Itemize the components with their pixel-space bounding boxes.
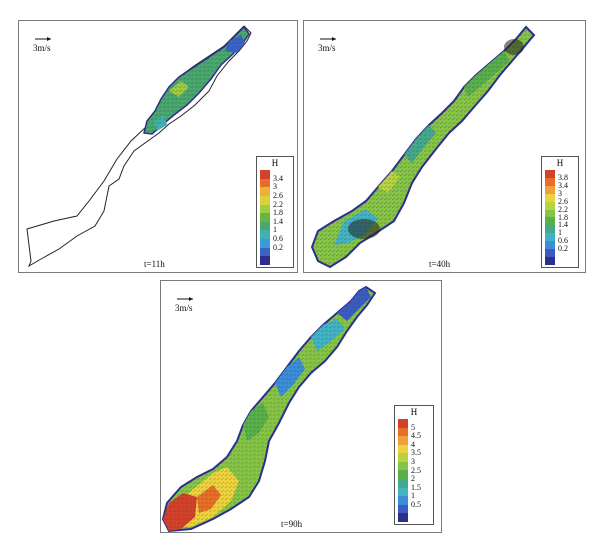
color-bar-segment: [260, 187, 270, 196]
color-bar-segment: [398, 496, 408, 505]
color-bar-segment: [398, 453, 408, 462]
color-bar-segment: [545, 241, 555, 250]
legend-tick-label: 0.6: [558, 236, 568, 246]
color-bar-segment: [398, 461, 408, 471]
legend-tick-label: 2.2: [273, 199, 283, 209]
color-bar-segment: [260, 221, 270, 231]
color-bar-segment: [260, 178, 270, 188]
color-bar: [260, 170, 270, 265]
legend-tick-label: 2.5: [411, 465, 421, 475]
color-bar-segment: [545, 233, 555, 242]
legend-tick-label: 1.5: [411, 482, 421, 492]
legend-tick-label: 5: [411, 422, 415, 432]
time-label: t=11h: [144, 259, 165, 269]
flow-panel-t90: 3m/s t=90h H 5 4.5 4 3.5 3 2.5 2 1.5 1 0.5: [160, 280, 442, 533]
time-label: t=90h: [281, 519, 303, 529]
legend-tick-label: 0.2: [558, 244, 568, 254]
color-bar-segment: [260, 204, 270, 214]
color-bar-segment: [398, 427, 408, 437]
color-bar-segment: [398, 479, 408, 488]
legend-tick-label: 2.2: [558, 204, 568, 214]
time-label: t=40h: [429, 259, 451, 269]
flow-map-t40: [310, 25, 536, 269]
color-bar-segment: [398, 436, 408, 445]
color-bar-segment: [398, 504, 408, 514]
legend-tick-label: 4: [411, 439, 415, 449]
legend-tick-label: 0.6: [273, 234, 283, 244]
color-bar-segment: [545, 185, 555, 194]
color-bar-segment: [398, 487, 408, 497]
color-bar-segment: [260, 195, 270, 205]
legend-tick-label: 1.4: [273, 216, 283, 226]
legend-tick-label: 1.8: [558, 212, 568, 222]
color-bar-segment: [260, 213, 270, 222]
legend-tick-label: 2: [411, 474, 415, 484]
color-bar-segment: [545, 249, 555, 257]
color-bar-segment: [260, 230, 270, 239]
legend-tick-label: 2.6: [558, 196, 568, 206]
legend-tick-label: 1: [558, 228, 562, 238]
color-bar-segment: [545, 225, 555, 234]
legend-tick-label: 1: [273, 225, 277, 235]
legend: H 5 4.5 4 3.5 3 2.5 2 1.5 1 0.5: [394, 405, 434, 525]
flow-panel-t40: 3m/s t=40h H 3.8 3.4 3 2.6 2.2 1.8 1.4 1 0.6 0.2: [303, 20, 586, 273]
legend-title: H: [556, 158, 564, 168]
legend-title: H: [271, 158, 279, 168]
color-bar-segment: [545, 193, 555, 202]
color-bar-segment: [260, 256, 270, 265]
color-bar-segment: [398, 470, 408, 480]
color-bar-segment: [398, 419, 408, 428]
flow-map-t11: [26, 25, 252, 268]
color-bar: [398, 419, 408, 522]
color-bar-segment: [545, 209, 555, 218]
legend-tick-label: 3: [411, 456, 415, 466]
color-bar-segment: [545, 170, 555, 178]
scale-label: 3m/s: [175, 303, 193, 313]
color-bar-segment: [545, 217, 555, 226]
color-bar-segment: [545, 177, 555, 186]
legend-tick-label: 4.5: [411, 431, 421, 441]
color-bar-segment: [260, 239, 270, 248]
legend-tick-label: 0.2: [273, 242, 283, 252]
legend-title: H: [410, 407, 418, 417]
flow-panel-t11: 3m/s t=11h H 3.4 3 2.6 2.2 1.8 1.4 1 0.6 0.2: [18, 20, 298, 273]
legend-tick-label: 1.4: [558, 220, 568, 230]
color-bar-segment: [545, 256, 555, 265]
legend-tick-label: 1: [411, 491, 415, 501]
color-bar-segment: [260, 170, 270, 179]
color-bar-segment: [260, 247, 270, 257]
color-bar-segment: [398, 513, 408, 522]
legend-tick-label: 3.4: [273, 173, 283, 183]
legend-tick-label: 0.5: [411, 499, 421, 509]
legend-tick-label: 2.6: [273, 190, 283, 200]
legend-tick-label: 3: [558, 188, 562, 198]
scale-label: 3m/s: [318, 43, 336, 53]
legend-tick-label: 3.8: [558, 172, 568, 182]
color-bar-segment: [545, 201, 555, 210]
legend: H 3.8 3.4 3 2.6 2.2 1.8 1.4 1 0.6 0.2: [541, 156, 579, 268]
scale-label: 3m/s: [33, 43, 51, 53]
color-bar: [545, 170, 555, 265]
legend: H 3.4 3 2.6 2.2 1.8 1.4 1 0.6 0.2: [256, 156, 294, 268]
legend-tick-label: 3: [273, 182, 277, 192]
legend-tick-label: 1.8: [273, 208, 283, 218]
legend-tick-label: 3.5: [411, 448, 421, 458]
flow-map-t90: [161, 285, 377, 533]
legend-tick-label: 3.4: [558, 180, 568, 190]
color-bar-segment: [398, 444, 408, 454]
